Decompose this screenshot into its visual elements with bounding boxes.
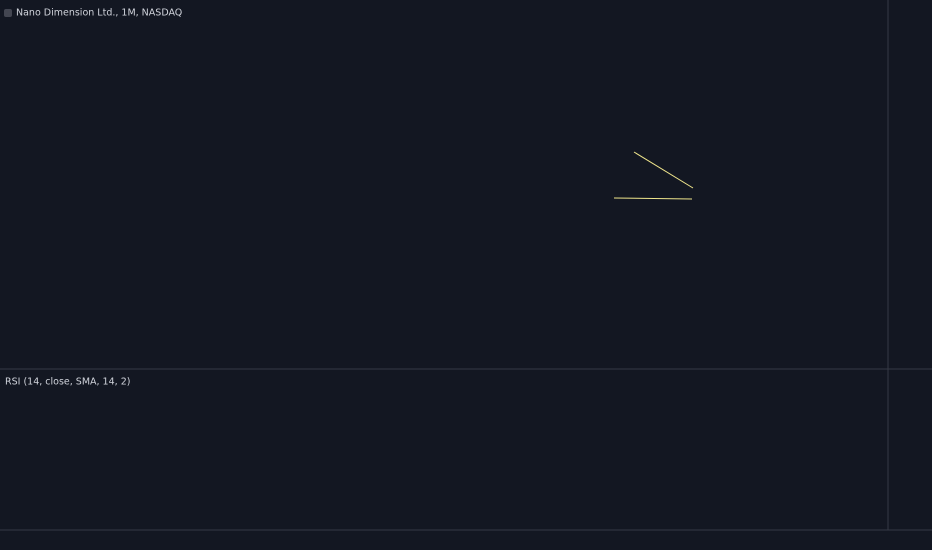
trend-line: [633, 151, 694, 189]
symbol-icon: [4, 9, 12, 17]
trend-line: [613, 197, 693, 200]
rsi-title: RSI (14, close, SMA, 14, 2): [5, 377, 130, 388]
chart-title: Nano Dimension Ltd., 1M, NASDAQ: [16, 8, 182, 19]
